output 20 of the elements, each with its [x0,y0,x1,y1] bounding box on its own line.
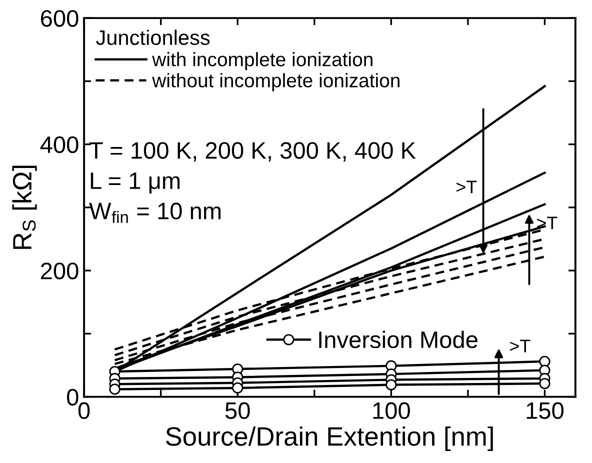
annotation: >T [510,340,530,352]
legend-label: without incomplete ionization [152,73,400,92]
y-tick-label: 400 [40,136,78,154]
y-tick-label: 200 [41,262,78,280]
legend-label: with incomplete ionization [152,52,372,70]
annotation: >T [456,180,477,194]
annotation: W$_{fin}$ = 10 nm [89,202,221,223]
x-tick-label: 150 [526,402,564,419]
annotation: T = 100 K, 200 K, 300 K, 400 K [90,142,416,162]
x-tick-label: 100 [373,402,410,419]
y-tick-label: 600 [41,10,78,27]
y-tick-label: 0 [66,388,78,406]
legend-label: Inversion Mode [319,330,478,348]
y-axis-title: R$_{S}$ [kΩ] [12,166,37,249]
x-tick-label: 0 [78,402,90,419]
x-axis-title: Source/Drain Extention [nm] [166,426,493,452]
x-tick-label: 50 [225,402,250,419]
legend-title: Junctionless [96,30,210,46]
annotation: >T [537,216,558,230]
annotation: L = 1 μm [90,172,180,194]
